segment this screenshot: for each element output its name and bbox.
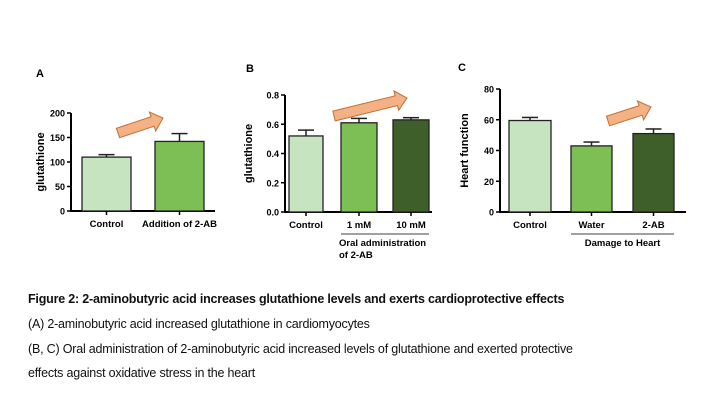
x-tick-label: Control bbox=[90, 219, 124, 230]
x-tick-label: Addition of 2-AB bbox=[142, 219, 217, 230]
y-tick-label: 150 bbox=[50, 133, 65, 143]
x-tick-label: Control bbox=[513, 220, 547, 231]
y-tick-label: 0 bbox=[60, 207, 65, 217]
y-axis-label: glutathione bbox=[35, 132, 47, 191]
x-tick-label: 1 mM bbox=[347, 220, 371, 231]
y-tick-label: 40 bbox=[484, 146, 494, 156]
bar bbox=[570, 145, 613, 213]
trend-arrow-icon bbox=[115, 111, 164, 139]
y-tick-label: 0.4 bbox=[266, 149, 279, 159]
trend-arrow-icon bbox=[605, 99, 652, 127]
caption-line-1: (A) 2-aminobutyric acid increased glutat… bbox=[28, 317, 370, 331]
x-tick-label: 10 mM bbox=[396, 220, 426, 231]
caption-line-3: effects against oxidative stress in the … bbox=[28, 366, 256, 380]
group-label: of 2-AB bbox=[339, 250, 373, 261]
bar bbox=[392, 119, 430, 213]
y-tick-label: 100 bbox=[50, 158, 65, 168]
caption-title: Figure 2: 2-aminobutyric acid increases … bbox=[28, 292, 565, 306]
y-tick-label: 0.6 bbox=[266, 120, 279, 130]
bar bbox=[288, 135, 324, 213]
bar bbox=[81, 156, 132, 212]
group-label: Oral administration bbox=[339, 238, 426, 249]
y-tick-label: 50 bbox=[55, 182, 65, 192]
y-axis-label: Heart function bbox=[459, 113, 471, 188]
panel-label: B bbox=[246, 63, 254, 75]
trend-arrow-icon bbox=[332, 89, 408, 122]
y-axis-label: glutathione bbox=[243, 124, 255, 183]
y-tick-label: 0.0 bbox=[266, 208, 279, 218]
y-tick-label: 0 bbox=[489, 208, 494, 218]
bar bbox=[508, 119, 552, 213]
y-tick-label: 0.2 bbox=[266, 178, 279, 188]
bar bbox=[154, 140, 205, 212]
panel-label: A bbox=[36, 68, 44, 80]
y-tick-label: 20 bbox=[484, 177, 494, 187]
y-tick-label: 200 bbox=[50, 109, 65, 119]
bar bbox=[632, 132, 675, 213]
x-tick-label: Control bbox=[289, 220, 323, 231]
panel-label: C bbox=[458, 62, 466, 74]
y-tick-label: 60 bbox=[484, 115, 494, 125]
caption-line-2: (B, C) Oral administration of 2-aminobut… bbox=[28, 342, 573, 356]
group-label: Damage to Heart bbox=[585, 238, 661, 249]
x-tick-label: 2-AB bbox=[642, 220, 664, 231]
y-tick-label: 0.8 bbox=[266, 91, 279, 101]
bar bbox=[340, 122, 378, 213]
y-tick-label: 80 bbox=[484, 85, 494, 95]
x-tick-label: Water bbox=[578, 220, 604, 231]
